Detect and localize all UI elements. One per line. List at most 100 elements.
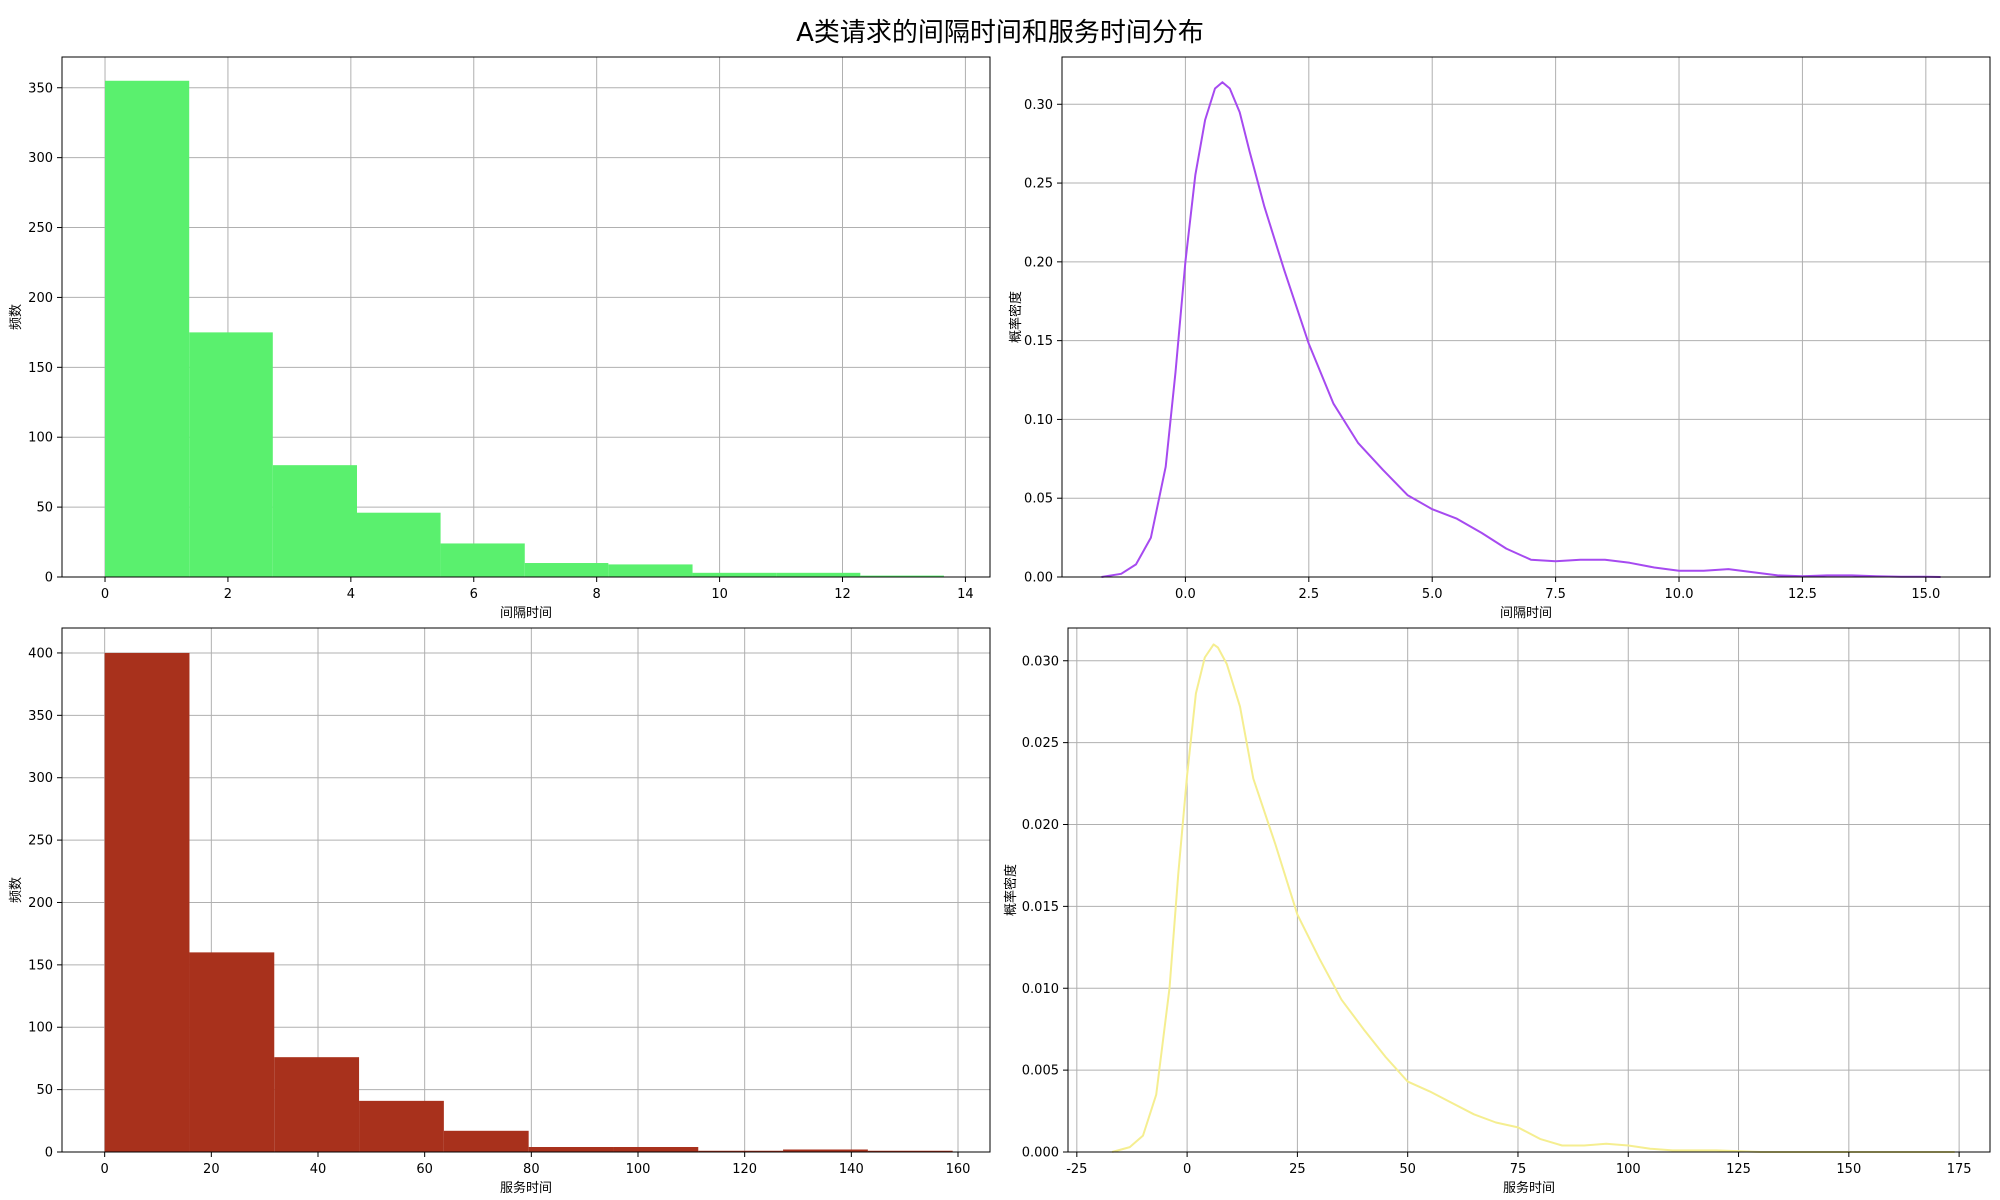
x-tick-label: 40 — [310, 1162, 327, 1177]
x-tick-label: 2 — [224, 587, 232, 602]
histogram-bar — [356, 512, 441, 577]
x-tick-label: 100 — [626, 1162, 651, 1177]
y-axis-label: 频数 — [9, 877, 24, 903]
y-tick-label: 50 — [36, 501, 53, 516]
histogram-bar — [783, 1149, 868, 1152]
x-tick-label: 14 — [957, 587, 974, 602]
x-axis-label: 间隔时间 — [1500, 606, 1552, 621]
histogram-bar — [274, 1057, 360, 1152]
x-tick-label: 4 — [347, 587, 355, 602]
x-tick-label: 12.5 — [1788, 587, 1817, 602]
plot-frame — [1061, 56, 1991, 578]
interval-density-chart: 0.0 2.5 5.0 7.5 10.0 12.5 15.0 0.00 0.05 0.10 0.15… — [1008, 56, 1991, 621]
y-tick-label: 0.025 — [1022, 736, 1059, 751]
figure-title: A类请求的间隔时间和服务时间分布 — [796, 18, 1204, 48]
y-tick-label: 0.010 — [1022, 982, 1059, 997]
histogram-bar — [528, 1147, 614, 1152]
y-tick-label: 300 — [28, 771, 53, 786]
x-tick-label: 100 — [1616, 1162, 1641, 1177]
y-tick-label: 0.000 — [1022, 1146, 1059, 1161]
x-tick-label: 12 — [834, 587, 851, 602]
x-tick-label: 160 — [946, 1162, 971, 1177]
x-tick-label: 150 — [1836, 1162, 1861, 1177]
histogram-bar — [776, 572, 861, 577]
y-tick-label: 200 — [28, 291, 53, 306]
histogram-bar — [189, 952, 275, 1152]
y-tick-label: 0 — [45, 1146, 53, 1161]
histogram-bar — [860, 575, 944, 577]
x-tick-label: 0 — [101, 587, 109, 602]
x-tick-label: 140 — [839, 1162, 864, 1177]
histogram-bar — [613, 1147, 699, 1152]
y-tick-label: 350 — [28, 709, 53, 724]
y-tick-label: 100 — [28, 1021, 53, 1036]
density-line — [1101, 81, 1941, 578]
x-tick-label: 8 — [593, 587, 601, 602]
x-tick-label: 2.5 — [1298, 587, 1319, 602]
y-tick-label: 0.015 — [1022, 900, 1059, 915]
y-tick-label: 300 — [28, 151, 53, 166]
histogram-bar — [524, 563, 609, 577]
y-tick-label: 250 — [28, 834, 53, 849]
x-tick-label: 15.0 — [1911, 587, 1940, 602]
plot-frame — [61, 56, 991, 578]
y-tick-label: 150 — [28, 958, 53, 973]
histogram-bar — [698, 1150, 784, 1152]
x-tick-label: 10 — [711, 587, 728, 602]
y-tick-label: 0.20 — [1024, 255, 1053, 270]
y-tick-label: 400 — [28, 646, 53, 661]
x-tick-label: 5.0 — [1422, 587, 1443, 602]
histogram-bar — [104, 652, 190, 1152]
x-tick-label: 20 — [203, 1162, 220, 1177]
x-tick-label: 80 — [523, 1162, 540, 1177]
x-tick-label: 7.5 — [1545, 587, 1566, 602]
y-tick-label: 350 — [28, 81, 53, 96]
histogram-bar — [608, 564, 693, 577]
y-axis-label: 概率密度 — [1003, 864, 1019, 916]
x-axis-label: 服务时间 — [1503, 1180, 1555, 1196]
y-tick-label: 150 — [28, 361, 53, 376]
service-histogram-chart: 0 20 40 60 80 100 120 140 160 0 50 100 150 200 250 300 3… — [9, 627, 991, 1196]
x-tick-label: 25 — [1289, 1162, 1306, 1177]
x-tick-label: 0 — [1183, 1162, 1191, 1177]
y-tick-label: 100 — [28, 431, 53, 446]
x-tick-label: 175 — [1947, 1162, 1972, 1177]
x-tick-label: 0.0 — [1175, 587, 1196, 602]
x-tick-label: -25 — [1066, 1162, 1087, 1177]
y-axis-label: 概率密度 — [1008, 291, 1024, 343]
x-tick-label: 120 — [732, 1162, 757, 1177]
histogram-bar — [359, 1100, 444, 1152]
histogram-bar — [443, 1130, 529, 1152]
y-tick-label: 0.30 — [1024, 98, 1053, 113]
y-tick-label: 0.25 — [1024, 177, 1053, 192]
x-tick-label: 6 — [470, 587, 478, 602]
x-tick-label: 125 — [1726, 1162, 1751, 1177]
service-density-chart: -25 0 25 50 75 100 125 150 175 0.000 0.005 0.010 0.0… — [1003, 627, 1991, 1196]
histogram-bar — [105, 80, 190, 578]
y-tick-label: 0.10 — [1024, 413, 1053, 428]
x-axis-label: 服务时间 — [500, 1180, 552, 1196]
histogram-bar — [692, 572, 777, 577]
x-tick-label: 75 — [1510, 1162, 1527, 1177]
y-axis-label: 频数 — [9, 304, 24, 330]
y-tick-label: 0.005 — [1022, 1064, 1059, 1079]
x-axis-label: 间隔时间 — [500, 606, 552, 621]
interval-histogram-chart: 0 2 4 6 8 10 12 14 0 50 100 150 200 250 300 350 间隔时间 频数 — [9, 56, 991, 621]
histogram-bar — [272, 465, 357, 577]
x-tick-label: 0 — [101, 1162, 109, 1177]
y-tick-label: 0.00 — [1024, 571, 1053, 586]
x-tick-label: 10.0 — [1665, 587, 1694, 602]
x-tick-label: 50 — [1399, 1162, 1416, 1177]
y-tick-label: 0.020 — [1022, 818, 1059, 833]
histogram-bar — [867, 1150, 953, 1152]
plot-frame — [1067, 627, 1991, 1153]
y-tick-label: 0 — [45, 571, 53, 586]
y-tick-label: 50 — [36, 1083, 53, 1098]
x-tick-label: 60 — [416, 1162, 433, 1177]
y-tick-label: 0.05 — [1024, 492, 1053, 507]
plot-frame — [61, 627, 991, 1153]
y-tick-label: 200 — [28, 896, 53, 911]
y-tick-label: 0.15 — [1024, 334, 1053, 349]
y-tick-label: 0.030 — [1022, 654, 1059, 669]
histogram-bar — [189, 332, 273, 577]
